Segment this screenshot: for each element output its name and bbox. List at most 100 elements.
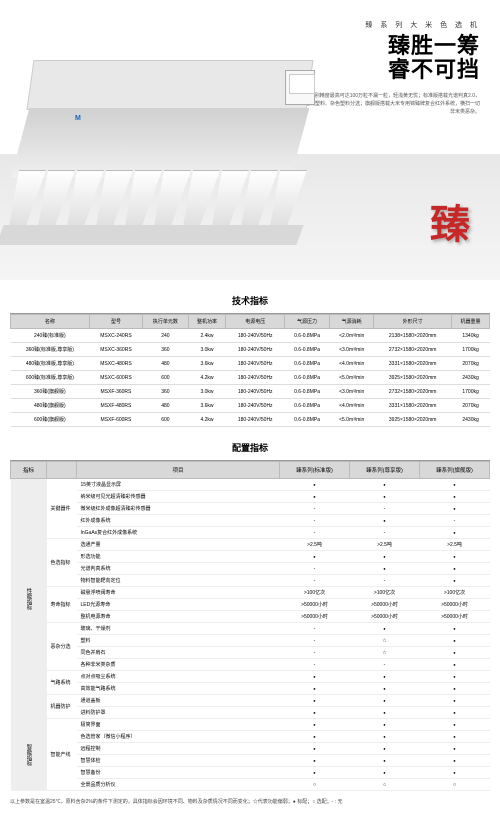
spec-section-title: 技术指标 [10,288,490,314]
item-name-cell: 点对点吸尘系统 [77,671,280,683]
value-cell [350,743,420,755]
config-row: 智慧备份 [11,767,490,779]
value-cell [350,719,420,731]
item-name-cell: 玻璃、干燥剂 [77,623,280,635]
value-cell: >2.5吨 [420,539,490,551]
value-cell [280,563,350,575]
config-row: 色选指标选通产量>2.5吨>2.5吨>2.5吨 [11,539,490,551]
spec-row: 360臻(旗舰版)MSXF-360RS3603.0kw180-240V/50Hz… [11,385,490,399]
item-name-cell: 塑料 [77,635,280,647]
value-cell [280,527,350,539]
value-cell [420,755,490,767]
value-cell [280,491,350,503]
config-header: 臻系列(标准版) [280,462,350,479]
value-cell [280,503,350,515]
value-cell [420,767,490,779]
config-row: 寿命指标磁悬浮喷阀寿命>100亿次>100亿次>100亿次 [11,587,490,599]
value-cell [350,503,420,515]
item-name-cell: 整机电源寿命 [77,611,280,623]
item-name-cell: 选通产量 [77,539,280,551]
item-name-cell: LED光源寿命 [77,599,280,611]
item-name-cell: 同色并肩石 [77,647,280,659]
config-row: 整机电源寿命>50000小时>50000小时>50000小时 [11,611,490,623]
config-row: 智慧体检 [11,755,490,767]
item-name-cell: 红外成像系统 [77,515,280,527]
item-name-cell: 各种非米类杂质 [77,659,280,671]
item-name-cell: 磁悬浮喷阀寿命 [77,587,280,599]
subcategory-cell: 智能产线 [47,719,77,791]
value-cell: >100亿次 [350,587,420,599]
config-row: 各种非米类杂质 [11,659,490,671]
value-cell: >50000小时 [350,599,420,611]
value-cell [420,635,490,647]
config-row: 塑料 [11,635,490,647]
value-cell [350,707,420,719]
config-row: 纳米级可见光超清臻彩传感器 [11,491,490,503]
subcategory-cell: 关键器件 [47,479,77,539]
value-cell [420,647,490,659]
value-cell [350,683,420,695]
config-row: 光谱判真系统 [11,563,490,575]
value-cell [350,527,420,539]
config-header: 指标 [11,462,47,479]
config-row: 微米级红外成像超清臻彩传感器 [11,503,490,515]
value-cell [280,671,350,683]
item-name-cell: 微米级红外成像超清臻彩传感器 [77,503,280,515]
value-cell [280,719,350,731]
value-cell: >100亿次 [420,587,490,599]
value-cell [350,731,420,743]
config-row: LED光源寿命>50000小时>50000小时>50000小时 [11,599,490,611]
config-row: 气路系统点对点吸尘系统 [11,671,490,683]
item-name-cell: InGaAs复合红外成像系统 [77,527,280,539]
value-cell [350,767,420,779]
spec-header: 电源电压 [226,315,285,329]
item-name-cell: 智慧备份 [77,767,280,779]
config-header [47,462,77,479]
value-cell [280,731,350,743]
value-cell [420,623,490,635]
spec-header: 气源消耗 [330,315,374,329]
brand-logo: M [75,115,81,122]
value-cell [280,647,350,659]
item-name-cell: 纳米级可见光超清臻彩传感器 [77,491,280,503]
config-row: 进料防护罩 [11,707,490,719]
value-cell [350,575,420,587]
value-cell: >50000小时 [420,611,490,623]
value-cell: >50000小时 [350,611,420,623]
value-cell: >100亿次 [280,587,350,599]
spec-row: 480臻(旗舰版)MSXF-480RS4803.6kw180-240V/50Hz… [11,399,490,413]
config-row: 高效能气路系统 [11,683,490,695]
config-row: 恶杂分选玻璃、干燥剂 [11,623,490,635]
value-cell [420,491,490,503]
subcategory-cell: 恶杂分选 [47,623,77,671]
spec-header: 气源压力 [284,315,329,329]
subcategory-cell: 气路系统 [47,671,77,695]
config-row: 物料智能靶向定位 [11,575,490,587]
config-row: 同色并肩石 [11,647,490,659]
item-name-cell: 15英寸液晶显示屏 [77,479,280,491]
value-cell [280,635,350,647]
value-cell [420,551,490,563]
category-cell: 性能指标 [11,479,47,719]
value-cell [350,695,420,707]
config-row: 红外成像系统 [11,515,490,527]
config-header: 臻系列(尊享版) [350,462,420,479]
value-cell [350,551,420,563]
value-cell [280,755,350,767]
value-cell [280,683,350,695]
config-section-title: 配置指标 [10,435,490,461]
value-cell [350,755,420,767]
config-row: 机器防护通道盖板 [11,695,490,707]
value-cell [280,623,350,635]
product-subtitle: 臻 系 列 大 米 色 选 机 [260,20,480,30]
value-cell [280,695,350,707]
config-row: 远程控制 [11,743,490,755]
value-cell [280,575,350,587]
spec-row: 360臻(标准版,尊享版)MSXC-360RS3603.0kw180-240V/… [11,343,490,357]
value-cell [350,563,420,575]
value-cell [420,671,490,683]
spec-header: 名称 [11,315,90,329]
value-cell [280,551,350,563]
value-cell [420,683,490,695]
value-cell [350,659,420,671]
